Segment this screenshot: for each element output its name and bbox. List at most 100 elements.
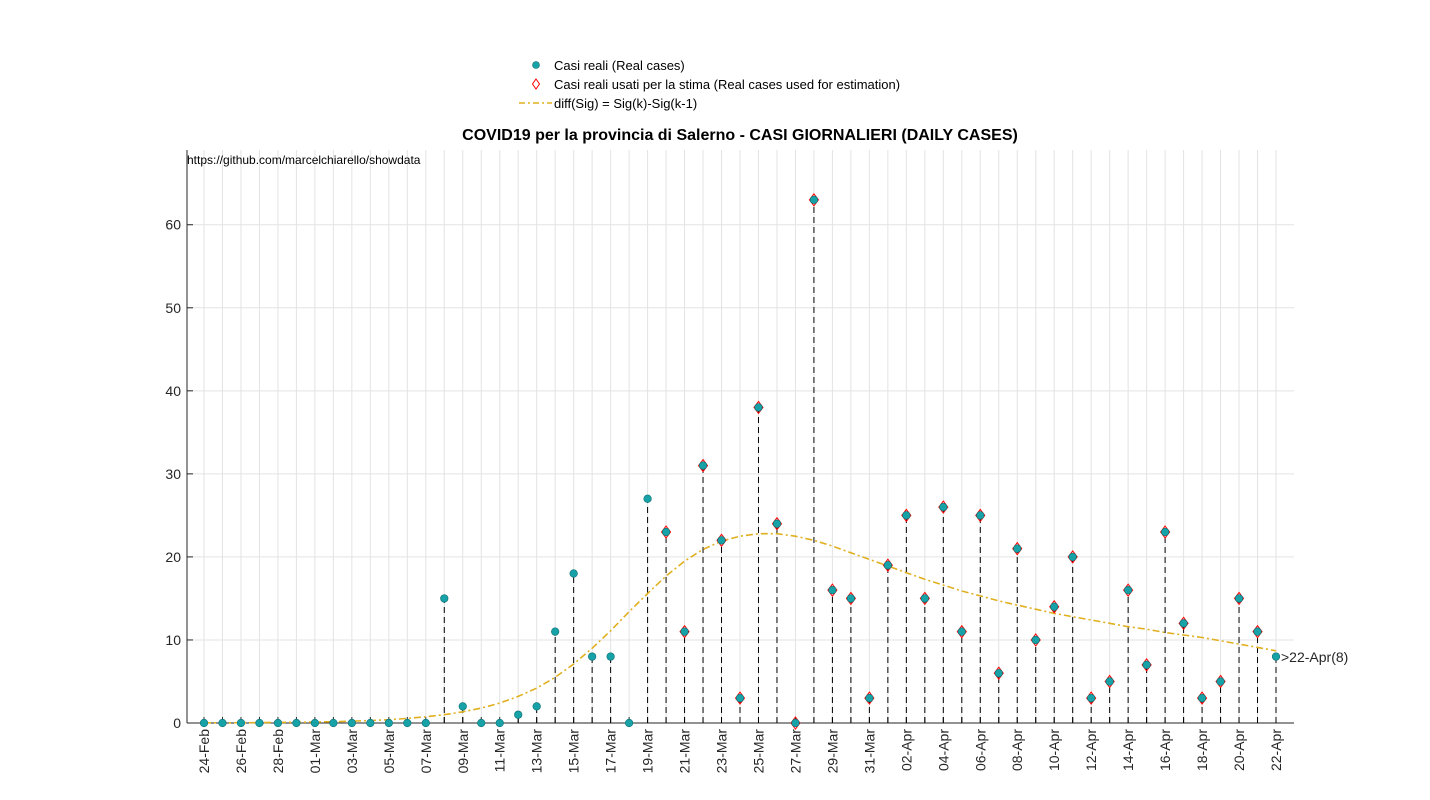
real-case-marker xyxy=(754,403,763,412)
real-case-marker xyxy=(347,718,356,728)
real-case-marker xyxy=(458,702,467,711)
x-tick-label: 16-Apr xyxy=(1157,729,1173,771)
real-case-marker xyxy=(551,627,560,636)
fit-curve-layer xyxy=(204,532,1277,724)
x-tick-label: 27-Mar xyxy=(787,729,803,774)
real-case-marker xyxy=(661,527,671,537)
real-case-marker xyxy=(366,718,375,728)
x-tick-label: 26-Feb xyxy=(233,729,249,774)
markers xyxy=(199,192,1281,730)
real-case-marker xyxy=(1068,552,1077,562)
x-tick-label: 05-Mar xyxy=(381,729,397,774)
real-case-marker xyxy=(643,494,652,503)
real-case-marker xyxy=(791,718,800,728)
x-tick-label: 12-Apr xyxy=(1083,729,1099,771)
legend-label-real-cases: Casi reali (Real cases) xyxy=(554,58,685,73)
y-tick-label: 30 xyxy=(165,466,181,482)
real-case-marker xyxy=(1087,693,1096,703)
x-tick-label: 17-Mar xyxy=(603,729,619,774)
real-case-marker xyxy=(865,693,874,703)
real-case-marker xyxy=(1161,527,1170,537)
real-case-marker xyxy=(976,511,985,520)
real-case-marker xyxy=(625,718,634,728)
real-case-marker xyxy=(588,652,597,661)
real-case-marker xyxy=(236,718,246,728)
real-case-marker xyxy=(569,569,578,578)
real-case-marker xyxy=(1050,602,1059,611)
legend-label-fit: diff(Sig) = Sig(k)-Sig(k-1) xyxy=(554,96,697,111)
legend-label-estimation: Casi reali usati per la stima (Real case… xyxy=(554,77,900,92)
x-tick-label: 19-Mar xyxy=(640,729,656,774)
real-case-marker xyxy=(495,718,504,728)
real-case-marker xyxy=(735,693,745,703)
last-value-annotation: >22-Apr(8) xyxy=(1281,649,1348,665)
x-tick-label: 21-Mar xyxy=(677,729,693,774)
x-tick-label: 13-Mar xyxy=(529,729,545,774)
real-case-marker xyxy=(1105,677,1114,686)
x-tick-label: 15-Mar xyxy=(566,729,582,774)
real-case-marker xyxy=(514,710,523,719)
stems xyxy=(443,199,1277,723)
real-case-marker xyxy=(273,718,283,728)
x-tick-label: 06-Apr xyxy=(972,729,988,771)
real-case-marker xyxy=(957,627,966,636)
real-case-marker xyxy=(310,718,319,728)
x-tick-label: 20-Apr xyxy=(1231,729,1247,771)
real-case-marker xyxy=(1234,594,1244,603)
real-case-marker xyxy=(698,461,708,470)
x-tick-label: 02-Apr xyxy=(898,729,914,771)
x-tick-label: 08-Apr xyxy=(1009,729,1025,771)
x-tick-label: 11-Mar xyxy=(492,729,508,773)
y-tick-label: 20 xyxy=(165,549,181,565)
x-tick-label: 07-Mar xyxy=(418,729,434,774)
x-tick-label: 31-Mar xyxy=(861,729,877,774)
labels: COVID19 per la provincia di Salerno - CA… xyxy=(165,127,1348,773)
x-tick-label: 10-Apr xyxy=(1046,729,1062,771)
real-case-marker xyxy=(440,594,449,603)
real-case-marker xyxy=(218,718,227,728)
real-case-marker xyxy=(1253,627,1262,636)
real-case-marker xyxy=(532,702,541,711)
real-case-marker xyxy=(1271,652,1281,661)
real-case-marker xyxy=(421,718,430,728)
real-case-marker xyxy=(828,586,837,595)
x-tick-label: 03-Mar xyxy=(344,729,360,774)
y-tick-label: 0 xyxy=(173,715,181,731)
real-case-marker xyxy=(329,718,338,728)
real-case-marker xyxy=(717,536,726,545)
x-tick-label: 01-Mar xyxy=(307,729,323,774)
legend-marker-estimation xyxy=(531,78,541,90)
x-tick-label: 24-Feb xyxy=(196,729,212,774)
real-case-marker xyxy=(1031,635,1040,645)
y-tick-label: 40 xyxy=(165,383,181,399)
real-case-marker xyxy=(772,519,782,528)
real-case-marker xyxy=(920,594,929,603)
legend-marker-real-cases xyxy=(532,61,540,69)
real-case-marker xyxy=(606,652,615,661)
y-tick-label: 10 xyxy=(165,632,181,648)
x-tick-label: 29-Mar xyxy=(824,729,840,774)
fit-curve xyxy=(204,532,1277,724)
real-case-marker xyxy=(680,627,689,636)
x-tick-label: 28-Feb xyxy=(270,729,286,774)
real-case-marker xyxy=(1013,544,1022,553)
y-tick-label: 60 xyxy=(165,217,181,233)
real-case-marker xyxy=(1216,677,1225,686)
real-case-marker xyxy=(1142,660,1151,669)
source-url-note: https://github.com/marcelchiarello/showd… xyxy=(187,153,421,167)
x-tick-label: 22-Apr xyxy=(1268,729,1284,771)
real-case-marker xyxy=(255,718,264,728)
real-case-marker xyxy=(1179,619,1188,628)
real-case-marker xyxy=(477,718,486,728)
legend: Casi reali (Real cases) Casi reali usati… xyxy=(519,58,900,111)
real-case-marker xyxy=(994,669,1003,678)
chart-title: COVID19 per la provincia di Salerno - CA… xyxy=(462,127,1018,144)
x-tick-label: 14-Apr xyxy=(1120,729,1136,771)
real-case-marker xyxy=(199,718,209,728)
x-tick-label: 23-Mar xyxy=(714,729,730,774)
real-case-marker xyxy=(902,511,911,520)
real-case-marker xyxy=(403,718,412,728)
real-case-marker xyxy=(1197,693,1207,703)
x-tick-label: 09-Mar xyxy=(455,729,471,774)
